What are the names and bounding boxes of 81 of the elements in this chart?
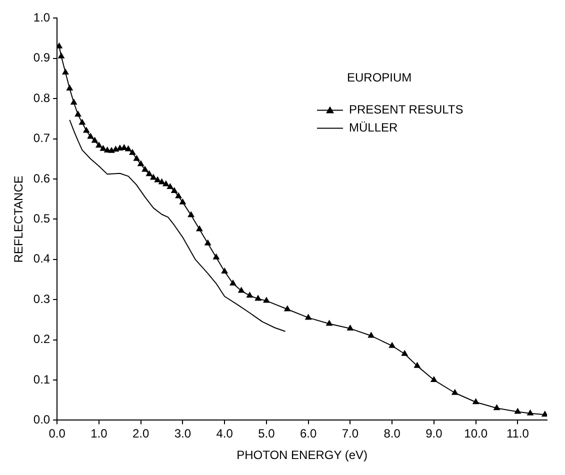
point <box>347 325 354 331</box>
y-tick-label: 0.4 <box>33 252 50 266</box>
x-tick-label: 11.0 <box>506 426 530 441</box>
point <box>108 147 115 153</box>
x-tick-label: 9.0 <box>426 426 443 441</box>
y-tick-label: 0.0 <box>33 412 50 427</box>
point <box>402 350 408 356</box>
y-tick-label: 0.5 <box>33 212 50 226</box>
point <box>167 184 174 190</box>
point <box>246 292 253 298</box>
point <box>134 155 140 161</box>
x-tick-label: 2.0 <box>132 426 150 441</box>
y-tick-label: 0.6 <box>33 171 50 186</box>
x-axis-title: PHOTON ENERGY (eV) <box>236 448 368 462</box>
y-tick-label: 0.8 <box>33 90 50 105</box>
point <box>263 297 270 303</box>
point <box>204 240 211 246</box>
point <box>171 188 178 194</box>
point <box>66 85 73 91</box>
y-tick-label: 0.3 <box>33 292 50 306</box>
y-tick-label: 0.2 <box>33 332 50 346</box>
x-tick-label: 5.0 <box>258 426 276 441</box>
x-tick-label: 3.0 <box>174 426 192 441</box>
y-tick-label: 1.0 <box>33 10 50 25</box>
point <box>92 137 98 143</box>
point <box>527 410 534 416</box>
point <box>494 404 500 410</box>
point <box>79 119 86 125</box>
x-tick-label: 8.0 <box>384 426 401 441</box>
x-tick-label: 7.0 <box>342 426 359 441</box>
x-tick-label: 10.0 <box>464 426 488 441</box>
point <box>87 133 94 139</box>
point <box>196 226 203 232</box>
point <box>284 306 290 312</box>
point <box>62 68 69 74</box>
point <box>305 314 312 320</box>
point <box>158 178 165 184</box>
point <box>100 145 106 151</box>
point <box>96 142 102 148</box>
point <box>120 144 128 150</box>
y-axis-title: REFLECTANCE <box>12 176 26 263</box>
point <box>58 52 64 58</box>
point <box>213 254 220 260</box>
x-tick-label: 4.0 <box>216 426 234 441</box>
y-tick-label: 0.9 <box>33 50 50 65</box>
point <box>230 280 236 286</box>
legend-label: MÜLLER <box>349 120 398 135</box>
y-tick-label: 0.7 <box>33 131 50 146</box>
point <box>142 166 148 172</box>
point <box>74 111 82 117</box>
point <box>542 411 547 417</box>
point <box>138 160 144 166</box>
point <box>326 320 332 326</box>
point <box>514 408 521 414</box>
point <box>430 376 438 382</box>
y-tick-label: 0.1 <box>33 372 50 386</box>
point <box>146 170 152 176</box>
point <box>125 146 132 152</box>
point <box>472 398 479 404</box>
x-tick-label: 1.0 <box>90 426 108 441</box>
point <box>388 342 396 348</box>
point <box>221 268 228 274</box>
point <box>180 198 186 204</box>
point <box>254 295 262 301</box>
point <box>188 212 194 218</box>
point <box>70 99 77 105</box>
point <box>83 127 90 133</box>
point <box>150 174 156 180</box>
point <box>129 149 136 155</box>
point <box>452 389 458 395</box>
point <box>238 287 244 293</box>
point <box>368 332 374 338</box>
legend-label: PRESENT RESULTS <box>349 102 464 117</box>
point <box>175 192 182 198</box>
point <box>414 362 420 368</box>
point <box>162 180 170 186</box>
point <box>154 176 161 182</box>
legend-title: EUROPIUM <box>347 70 412 85</box>
x-tick-label: 6.0 <box>300 426 317 441</box>
point <box>57 42 62 48</box>
x-tick-label: 0.0 <box>48 426 66 441</box>
